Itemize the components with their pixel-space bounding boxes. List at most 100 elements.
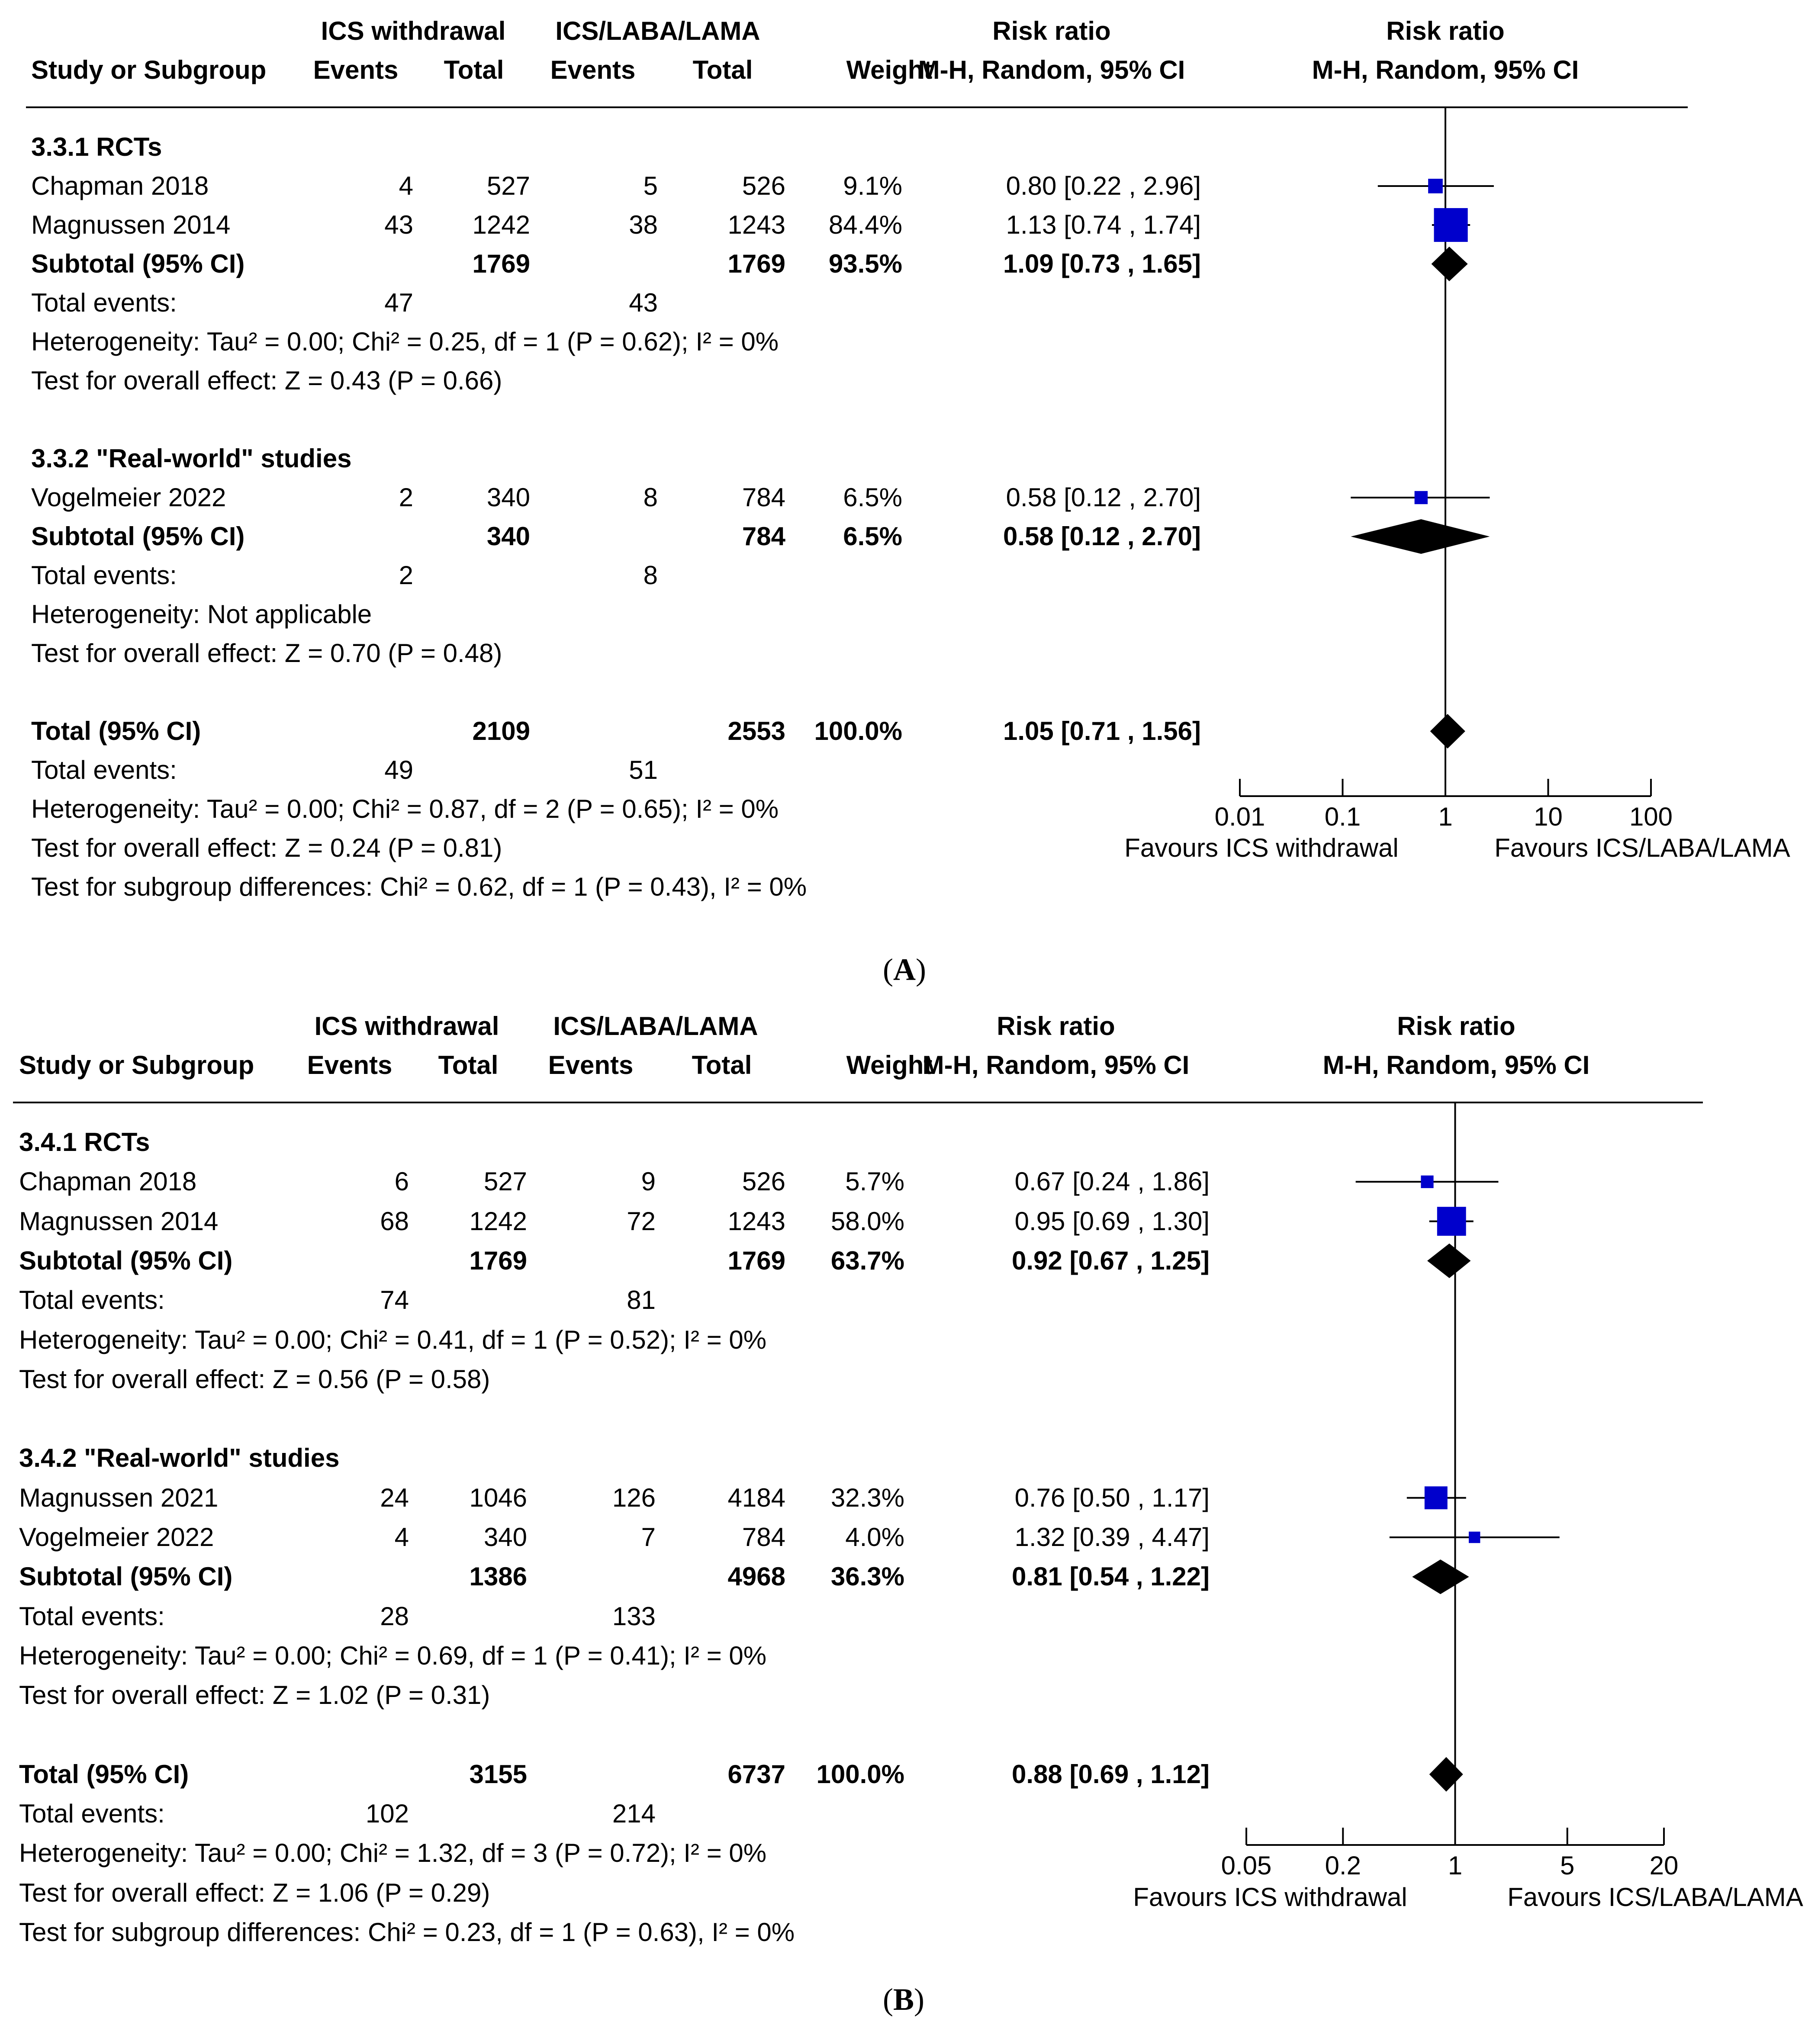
weight-value: 100.0% (816, 1759, 905, 1789)
total2-value: 6737 (727, 1759, 785, 1789)
pooled-effect-diamond (1430, 714, 1465, 749)
events1-value: 102 (365, 1799, 409, 1829)
total1-value: 340 (486, 522, 530, 551)
text-label: Test for overall effect: Z = 0.43 (P = 0… (31, 366, 502, 395)
study-effect-marker (1424, 1486, 1448, 1510)
events1-header: Events (307, 1051, 393, 1080)
events1-value: 43 (384, 210, 413, 239)
total1-value: 340 (483, 1523, 527, 1552)
total1-value: 3155 (469, 1759, 527, 1789)
text-label: Test for overall effect: Z = 0.56 (P = 0… (19, 1364, 490, 1394)
total2-value: 4184 (727, 1483, 785, 1512)
text-label: Test for overall effect: Z = 0.24 (P = 0… (31, 833, 502, 862)
subtotal-label: Subtotal (95% CI) (31, 522, 245, 551)
favours-right-label: Favours ICS/LABA/LAMA (1507, 1883, 1803, 1912)
weight-value: 6.5% (843, 522, 902, 551)
risk-ratio-ci-value: 0.81 [0.54 , 1.22] (1012, 1562, 1210, 1591)
events2-value: 133 (612, 1601, 656, 1631)
total2-value: 784 (742, 483, 785, 512)
events2-value: 126 (612, 1483, 656, 1512)
panel-caption: (A) (883, 952, 926, 987)
forest-plot: 0.05 0.2 1 5 20 Favours ICS withdrawal Favours… (1133, 1103, 1803, 1912)
study-effect-marker (1434, 208, 1468, 242)
risk-ratio-ci-value: 0.58 [0.12 , 2.70] (1003, 522, 1201, 551)
risk-ratio-ci-value: 0.67 [0.24 , 1.86] (1014, 1167, 1210, 1196)
events1-value: 6 (394, 1167, 409, 1196)
favours-right-label: Favours ICS/LABA/LAMA (1494, 833, 1790, 862)
events1-value: 2 (399, 561, 413, 590)
weight-value: 100.0% (814, 717, 903, 746)
events2-value: 38 (629, 210, 658, 239)
x-tick-label: 1 (1448, 1851, 1462, 1880)
events1-value: 4 (394, 1523, 409, 1552)
risk-ratio-plot-header: Risk ratio (1386, 16, 1505, 45)
total2-value: 526 (742, 171, 785, 200)
text-label: Test for subgroup differences: Chi² = 0.… (31, 872, 807, 901)
group1-header: ICS withdrawal (321, 16, 506, 45)
text-label: Heterogeneity: Tau² = 0.00; Chi² = 0.25,… (31, 327, 779, 356)
subtotal-label: Subtotal (95% CI) (19, 1246, 233, 1275)
weight-value: 6.5% (843, 483, 902, 512)
events1-value: 4 (399, 171, 413, 200)
events2-value: 8 (643, 483, 658, 512)
subgroup-label: 3.3.2 "Real-world" studies (31, 444, 352, 473)
events1-value: 74 (380, 1286, 409, 1315)
risk-ratio-column-header: Risk ratio (992, 16, 1111, 45)
weight-value: 58.0% (830, 1206, 904, 1236)
events2-header: Events (548, 1051, 634, 1080)
text-label: Test for overall effect: Z = 0.70 (P = 0… (31, 639, 502, 668)
risk-ratio-ci-value: 1.09 [0.73 , 1.65] (1003, 249, 1201, 278)
total2-header: Total (692, 55, 753, 84)
text-label: Heterogeneity: Tau² = 0.00; Chi² = 0.69,… (19, 1641, 767, 1670)
total1-value: 1769 (469, 1246, 527, 1275)
events2-value: 43 (629, 288, 658, 317)
group2-header: ICS/LABA/LAMA (555, 16, 760, 45)
events2-value: 7 (641, 1523, 656, 1552)
total1-value: 1046 (469, 1483, 527, 1512)
total2-value: 1243 (727, 1206, 785, 1236)
total1-value: 527 (483, 1167, 527, 1196)
risk-ratio-ci-value: 0.58 [0.12 , 2.70] (1006, 483, 1201, 512)
total1-value: 2109 (472, 717, 530, 746)
favours-left-label: Favours ICS withdrawal (1133, 1883, 1407, 1912)
subtotal-label: Subtotal (95% CI) (31, 249, 245, 278)
risk-ratio-ci-value: 0.80 [0.22 , 2.96] (1006, 171, 1201, 200)
events-label: Total events: (19, 1799, 165, 1829)
panel-caption-letter: A (893, 952, 916, 987)
total2-value: 2553 (727, 717, 785, 746)
header-divider (26, 106, 1688, 108)
panel-caption: (B) (883, 1982, 924, 2017)
risk-ratio-ci-value: 0.88 [0.69 , 1.12] (1012, 1759, 1210, 1789)
events2-value: 5 (643, 171, 658, 200)
study-header: Study or Subgroup (31, 55, 267, 84)
risk-ratio-ci-value: 0.76 [0.50 , 1.17] (1014, 1483, 1210, 1512)
total1-value: 1242 (469, 1206, 527, 1236)
total-label: Total (95% CI) (19, 1759, 189, 1789)
events2-value: 72 (627, 1206, 656, 1236)
events2-value: 8 (643, 561, 658, 590)
study-label: Magnussen 2014 (31, 210, 231, 239)
subtotal-label: Subtotal (95% CI) (19, 1562, 233, 1591)
panel-caption-letter: B (893, 1982, 914, 2017)
subgroup-label: 3.4.1 RCTs (19, 1128, 150, 1157)
group1-header: ICS withdrawal (314, 1012, 499, 1041)
text-label: Test for overall effect: Z = 1.02 (P = 0… (19, 1681, 490, 1710)
events1-header: Events (313, 55, 399, 84)
events2-value: 51 (629, 755, 658, 784)
pooled-effect-diamond (1429, 1757, 1463, 1792)
group2-header: ICS/LABA/LAMA (553, 1012, 758, 1041)
weight-value: 9.1% (843, 171, 902, 200)
total2-value: 784 (742, 522, 785, 551)
favours-left-label: Favours ICS withdrawal (1124, 833, 1399, 862)
total2-header: Total (692, 1051, 752, 1080)
study-effect-marker (1437, 1207, 1466, 1236)
x-tick-label: 0.05 (1221, 1851, 1272, 1880)
total1-value: 1242 (472, 210, 530, 239)
risk-ratio-ci-value: 1.32 [0.39 , 4.47] (1014, 1523, 1210, 1552)
events2-header: Events (550, 55, 636, 84)
header-divider (13, 1102, 1703, 1103)
events1-value: 49 (384, 755, 413, 784)
total1-value: 527 (486, 171, 530, 200)
total1-value: 1769 (472, 249, 530, 278)
events1-value: 68 (380, 1206, 409, 1236)
